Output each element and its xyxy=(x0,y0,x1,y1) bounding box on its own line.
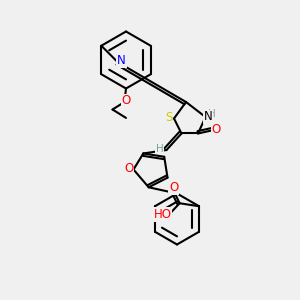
Text: H: H xyxy=(156,144,164,154)
Text: O: O xyxy=(169,181,178,194)
Text: N: N xyxy=(203,110,212,124)
Text: O: O xyxy=(212,123,220,136)
Text: HO: HO xyxy=(154,208,172,221)
Text: N: N xyxy=(117,54,126,67)
Text: S: S xyxy=(165,111,172,124)
Text: O: O xyxy=(122,94,130,107)
Text: H: H xyxy=(208,109,216,119)
Text: O: O xyxy=(124,162,134,175)
